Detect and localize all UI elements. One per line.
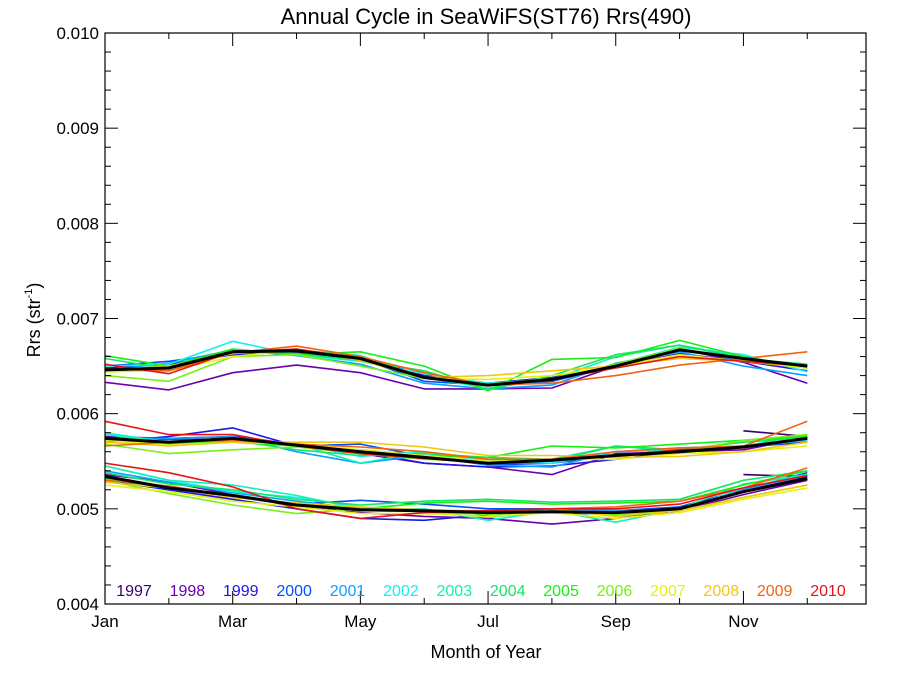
y-tick-label-2: 0.006 [56,405,99,424]
chart-title: Annual Cycle in SeaWiFS(ST76) Rrs(490) [281,4,692,29]
x-tick-label-5: Nov [728,612,759,631]
y-tick-label-1: 0.005 [56,500,99,519]
legend-year-2004: 2004 [490,583,526,600]
legend: 1997 1998 1999 2000 2001 2002 2003 2004 2005 2006… [116,583,846,600]
series-line-2004-group-3 [104,470,808,506]
legend-year-2010: 2010 [810,583,846,600]
series-line-2007-group-3 [104,484,808,520]
y-axis-label-text: Rrs (str [24,298,44,357]
y-tick-label-6: 0.010 [56,24,99,43]
mean-line-group-3 [104,475,808,515]
legend-year-2003: 2003 [437,583,473,600]
y-tick-label-5: 0.009 [56,119,99,138]
y-axis-label-close: ) [24,283,44,289]
legend-year-2007: 2007 [650,583,686,600]
legend-year-2009: 2009 [757,583,793,600]
y-axis-label: Rrs (str-1) [23,283,44,358]
mean-line-group-2 [104,436,808,465]
series-line-2008-group-2 [104,441,808,459]
data-layer [104,339,808,525]
x-axis-label: Month of Year [430,642,541,662]
x-tick-label-0: Jan [91,612,118,631]
legend-year-2006: 2006 [597,583,633,600]
legend-year-2002: 2002 [383,583,419,600]
axes-layer: 0.004 0.005 0.006 0.007 0.008 0.009 0.010 Jan Ma… [56,24,867,631]
legend-year-2008: 2008 [703,583,739,600]
x-tick-label-3: Jul [477,612,499,631]
y-tick-label-3: 0.007 [56,310,99,329]
y-tick-label-4: 0.008 [56,214,99,233]
series-line-2009-group-2 [104,420,808,461]
x-tick-label-2: May [344,612,377,631]
legend-year-1998: 1998 [170,583,206,600]
legend-year-2005: 2005 [543,583,579,600]
mean-line-group-1 [104,348,808,387]
x-tick-label-4: Sep [601,612,631,631]
line-group-2 [104,420,808,476]
legend-year-1997: 1997 [116,583,152,600]
x-tick-label-1: Mar [218,612,248,631]
line-group-1 [104,339,808,392]
line-group-3 [104,462,808,525]
y-tick-label-0: 0.004 [56,595,99,614]
y-axis-label-superscript: -1 [23,289,35,299]
legend-year-2001: 2001 [330,583,366,600]
legend-year-2000: 2000 [276,583,312,600]
legend-year-1999: 1999 [223,583,259,600]
